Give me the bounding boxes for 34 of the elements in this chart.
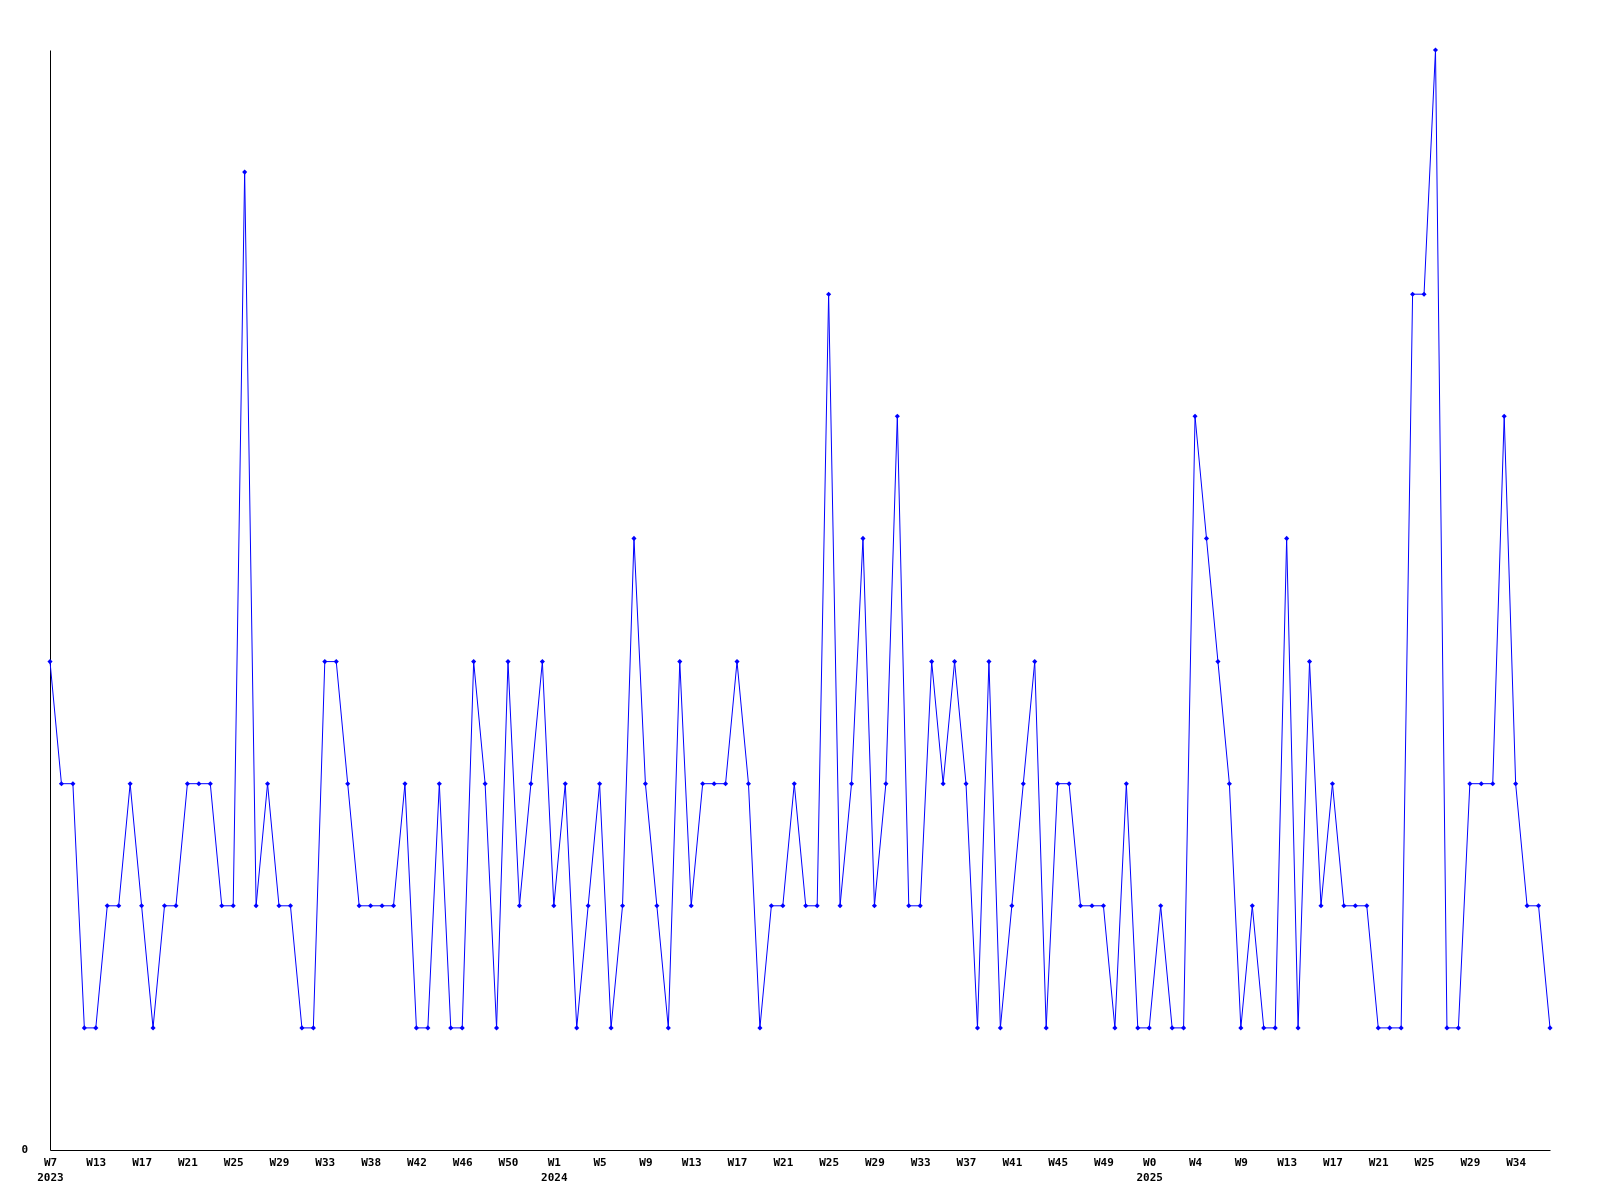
x-tick-label: W17 — [132, 1155, 153, 1169]
x-tick-label: W46 — [452, 1155, 474, 1169]
x-tick-label: W1 2024 — [541, 1155, 568, 1184]
x-tick-label: W49 — [1094, 1155, 1114, 1169]
x-tick-label: W25 — [223, 1155, 244, 1169]
x-tick-label: W13 — [1277, 1155, 1298, 1169]
x-tick-label: W5 — [593, 1155, 607, 1169]
x-tick-label: W38 — [361, 1155, 382, 1169]
x-tick-label: W21 — [177, 1155, 199, 1169]
x-tick-label: W29 — [1460, 1155, 1481, 1169]
x-tick-label: W13 — [86, 1155, 107, 1169]
x-tick-label: W37 — [956, 1155, 977, 1169]
x-tick-label: W9 — [639, 1155, 653, 1169]
x-tick-label: W0 2025 — [1136, 1155, 1163, 1184]
x-tick-label: W50 — [498, 1155, 519, 1169]
x-tick-label: W21 — [1368, 1155, 1390, 1169]
x-tick-label: W41 — [1002, 1155, 1023, 1169]
x-tick-label: W4 — [1188, 1155, 1203, 1169]
x-tick-label: W17 — [727, 1155, 748, 1169]
x-tick-label: W25 — [1414, 1155, 1435, 1169]
text: 0 — [21, 1143, 28, 1156]
x-tick-label: W29 — [864, 1155, 885, 1169]
x-tick-label: W17 — [1323, 1155, 1343, 1169]
x-tick-label: W33 — [315, 1155, 336, 1169]
x-tick-label: W7 2023 — [37, 1155, 64, 1184]
x-tick-label: W45 — [1048, 1155, 1069, 1169]
x-tick-label: W9 — [1234, 1155, 1248, 1169]
x-tick-label: W29 — [269, 1155, 290, 1169]
x-tick-label: W13 — [681, 1155, 702, 1169]
x-tick-label: W33 — [910, 1155, 931, 1169]
x-tick-label: W34 — [1506, 1155, 1527, 1169]
x-tick-label: W21 — [773, 1155, 794, 1169]
x-tick-label: W42 — [406, 1155, 427, 1169]
x-tick-label: W25 — [819, 1155, 840, 1169]
